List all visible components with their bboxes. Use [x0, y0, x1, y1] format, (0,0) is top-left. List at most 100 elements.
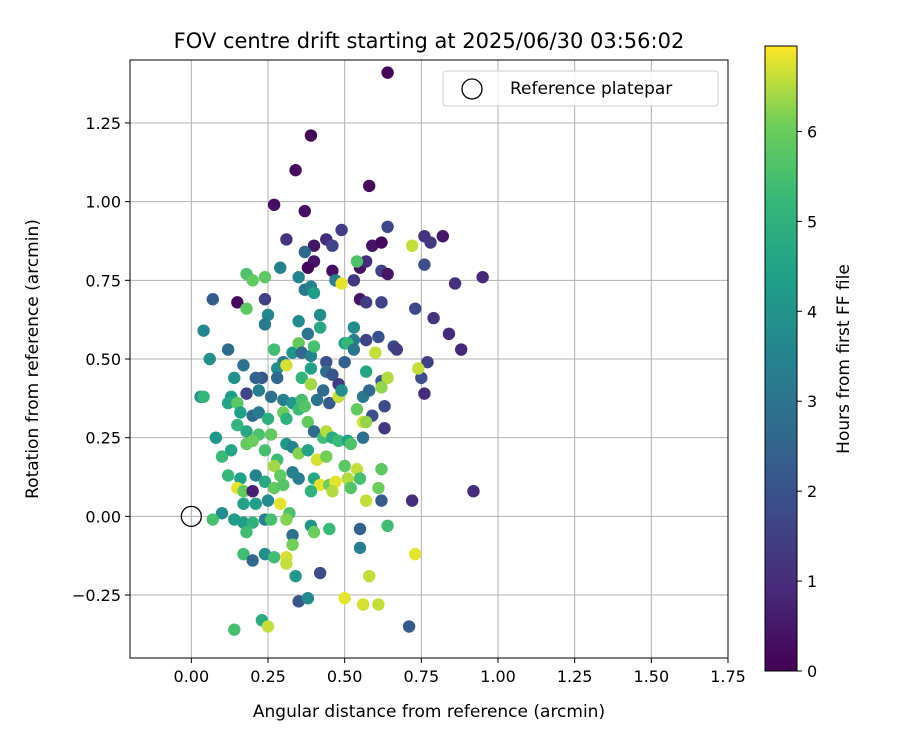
scatter-point — [335, 223, 348, 237]
scatter-point — [405, 239, 419, 252]
scatter-point — [274, 469, 287, 482]
legend-marker-open-circle — [461, 78, 483, 100]
y-tick-label: 1.00 — [85, 193, 121, 212]
chart-title: FOV centre drift starting at 2025/06/30 … — [174, 29, 685, 53]
colorbar-label: Hours from first FF file — [834, 264, 854, 454]
scatter-point — [240, 387, 253, 400]
x-tick-label: 0.50 — [327, 667, 363, 686]
scatter-point — [381, 519, 394, 533]
scatter-point — [335, 277, 348, 290]
scatter-point — [369, 346, 382, 359]
y-tick-label: 1.25 — [85, 114, 121, 133]
scatter-point — [298, 204, 311, 218]
scatter-point — [261, 308, 275, 322]
scatter-point — [292, 472, 305, 485]
scatter-point — [372, 598, 385, 611]
scatter-point — [221, 396, 235, 410]
x-tick-label: 1.25 — [557, 667, 593, 686]
scatter-point — [261, 412, 275, 425]
scatter-point — [258, 270, 272, 284]
scatter-point — [350, 255, 364, 268]
x-tick-label: 0.25 — [250, 667, 286, 686]
scatter-point — [258, 293, 272, 306]
scatter-point — [298, 245, 311, 259]
scatter-point — [344, 481, 357, 495]
scatter-point — [353, 472, 367, 485]
colorbar-tick-label: 2 — [807, 482, 817, 501]
colorbar-tick-label: 1 — [807, 572, 817, 591]
scatter-point — [338, 355, 351, 369]
scatter-point — [203, 352, 216, 366]
scatter-point — [307, 425, 321, 438]
x-tick-label: 1.75 — [710, 667, 746, 686]
scatter-point — [326, 368, 339, 381]
scatter-point — [375, 236, 388, 249]
scatter-point — [442, 327, 456, 341]
scatter-point — [455, 343, 468, 356]
scatter-point — [359, 494, 373, 507]
scatter-point — [271, 371, 284, 385]
scatter-point — [280, 513, 293, 526]
scatter-point — [356, 598, 370, 611]
data-points — [180, 66, 489, 636]
scatter-point — [307, 525, 321, 539]
colorbar-tick-label: 6 — [807, 122, 817, 141]
scatter-point — [326, 239, 339, 252]
scatter-point — [409, 302, 422, 315]
x-tick-label: 1.50 — [634, 667, 670, 686]
scatter-point — [261, 494, 275, 507]
y-tick-label: 0.00 — [85, 507, 121, 526]
y-axis-ticks: −0.25 0.00 0.25 0.50 0.75 1.00 1.25 — [72, 114, 130, 605]
scatter-point — [356, 431, 370, 444]
scatter-point — [267, 459, 281, 473]
scatter-point — [359, 415, 373, 429]
colorbar-tick-label: 0 — [807, 662, 817, 681]
scatter-point — [375, 494, 388, 507]
scatter-point — [267, 343, 281, 356]
scatter-point — [237, 516, 250, 529]
scatter-point — [320, 355, 333, 369]
scatter-point — [280, 233, 293, 246]
scatter-point — [246, 274, 259, 287]
scatter-point — [209, 431, 223, 444]
scatter-point — [231, 296, 244, 309]
scatter-point — [258, 475, 272, 488]
scatter-point — [228, 623, 241, 636]
scatter-point — [375, 296, 388, 309]
scatter-point — [323, 396, 336, 410]
legend: Reference platepar — [442, 70, 719, 107]
scatter-point — [231, 418, 244, 432]
scatter-point — [289, 569, 302, 583]
scatter-point — [295, 371, 308, 385]
scatter-point — [292, 337, 305, 350]
scatter-point — [258, 318, 272, 331]
scatter-point — [286, 538, 299, 551]
scatter-point — [338, 592, 351, 605]
scatter-point — [418, 387, 431, 400]
scatter-point — [301, 327, 315, 341]
colorbar-tick-label: 3 — [807, 392, 817, 411]
scatter-point — [301, 415, 315, 429]
scatter-point — [418, 258, 431, 271]
scatter-point — [320, 450, 333, 463]
scatter-point — [353, 522, 367, 536]
legend-box — [442, 70, 719, 107]
scatter-point — [286, 529, 299, 542]
scatter-point — [304, 484, 318, 498]
scatter-point — [375, 381, 388, 394]
scatter-point — [274, 261, 287, 274]
x-axis-ticks: 0.00 0.25 0.50 0.75 1.00 1.25 1.50 1.75 — [174, 658, 746, 686]
scatter-point — [289, 163, 302, 177]
scatter-point — [240, 525, 253, 539]
scatter-point — [228, 371, 241, 385]
scatter-point — [405, 494, 419, 507]
scatter-point — [436, 230, 449, 243]
colorbar-tick-label: 5 — [807, 212, 817, 231]
scatter-point — [344, 437, 357, 451]
scatter-point — [264, 513, 278, 526]
scatter-point — [310, 393, 324, 407]
scatter-point — [421, 355, 434, 369]
scatter-point — [240, 425, 253, 438]
scatter-point — [197, 390, 210, 403]
